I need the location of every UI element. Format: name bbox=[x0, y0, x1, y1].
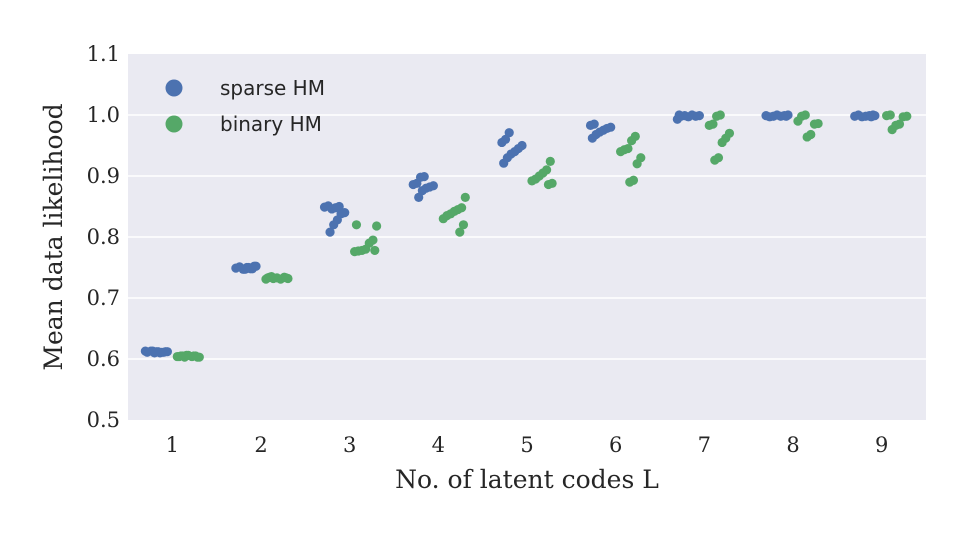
data-point bbox=[793, 116, 803, 126]
data-point bbox=[712, 111, 722, 121]
x-tick-labels: 1 2 3 4 5 6 7 8 9 bbox=[166, 433, 889, 457]
x-axis-title: No. of latent codes L bbox=[395, 465, 659, 494]
grid-lines bbox=[128, 114, 926, 360]
data-point bbox=[189, 351, 199, 361]
legend-label: sparse HM bbox=[220, 76, 325, 100]
data-point bbox=[325, 227, 335, 237]
data-point bbox=[704, 120, 714, 130]
data-point bbox=[625, 177, 635, 187]
legend: sparse HM binary HM bbox=[165, 76, 325, 136]
data-point bbox=[281, 273, 291, 283]
data-point bbox=[240, 264, 250, 274]
y-tick-label: 0.7 bbox=[87, 286, 120, 310]
data-point bbox=[172, 351, 182, 362]
data-point bbox=[350, 247, 360, 257]
data-point bbox=[408, 179, 418, 190]
data-point bbox=[672, 114, 682, 124]
legend-marker bbox=[165, 115, 183, 133]
data-point bbox=[850, 111, 860, 121]
data-point bbox=[545, 156, 555, 166]
data-point bbox=[809, 119, 820, 129]
data-point bbox=[504, 128, 514, 138]
data-point bbox=[499, 158, 509, 168]
data-point bbox=[887, 125, 897, 135]
data-point bbox=[231, 263, 241, 273]
data-point bbox=[781, 111, 791, 121]
data-point bbox=[761, 111, 771, 121]
data-point bbox=[710, 155, 720, 165]
data-point bbox=[438, 214, 448, 224]
data-point bbox=[372, 221, 382, 231]
data-point bbox=[632, 159, 642, 169]
legend-marker bbox=[165, 79, 183, 97]
data-point bbox=[802, 132, 812, 142]
x-tick-label: 9 bbox=[875, 433, 888, 457]
x-tick-label: 8 bbox=[786, 433, 799, 457]
y-tick-label: 0.5 bbox=[87, 408, 120, 432]
data-points bbox=[140, 110, 912, 362]
data-point bbox=[319, 202, 330, 212]
data-point bbox=[627, 136, 637, 146]
x-tick-label: 7 bbox=[698, 433, 711, 457]
data-point bbox=[587, 133, 597, 143]
data-point bbox=[351, 220, 362, 230]
data-point bbox=[497, 137, 507, 148]
y-tick-label: 0.6 bbox=[87, 347, 120, 371]
data-point bbox=[866, 112, 876, 122]
data-point bbox=[616, 147, 626, 157]
data-point bbox=[527, 176, 537, 186]
x-tick-label: 3 bbox=[343, 433, 356, 457]
data-point bbox=[585, 120, 596, 130]
y-tick-label: 0.8 bbox=[87, 225, 120, 249]
data-point bbox=[329, 220, 339, 230]
data-point bbox=[898, 112, 908, 122]
x-tick-label: 4 bbox=[432, 433, 445, 457]
legend-label: binary HM bbox=[220, 112, 322, 136]
y-tick-label: 1.1 bbox=[87, 42, 120, 66]
x-tick-label: 5 bbox=[520, 433, 533, 457]
data-point bbox=[261, 274, 271, 284]
data-point bbox=[148, 346, 158, 356]
data-point bbox=[460, 192, 470, 202]
data-point bbox=[414, 192, 424, 202]
y-tick-labels: 0.5 0.6 0.7 0.8 0.9 1.0 1.1 bbox=[87, 42, 120, 432]
data-point bbox=[543, 179, 554, 190]
data-point bbox=[417, 186, 427, 196]
data-point bbox=[717, 137, 727, 148]
x-tick-label: 1 bbox=[166, 433, 179, 457]
data-point bbox=[458, 220, 469, 230]
data-point bbox=[455, 227, 465, 237]
x-tick-label: 6 bbox=[609, 433, 622, 457]
data-point bbox=[882, 111, 892, 121]
y-axis-title: Mean data likelihood bbox=[39, 103, 68, 370]
y-tick-label: 1.0 bbox=[87, 103, 120, 127]
y-tick-label: 0.9 bbox=[87, 164, 120, 188]
data-point bbox=[370, 245, 380, 256]
x-tick-label: 2 bbox=[254, 433, 267, 457]
